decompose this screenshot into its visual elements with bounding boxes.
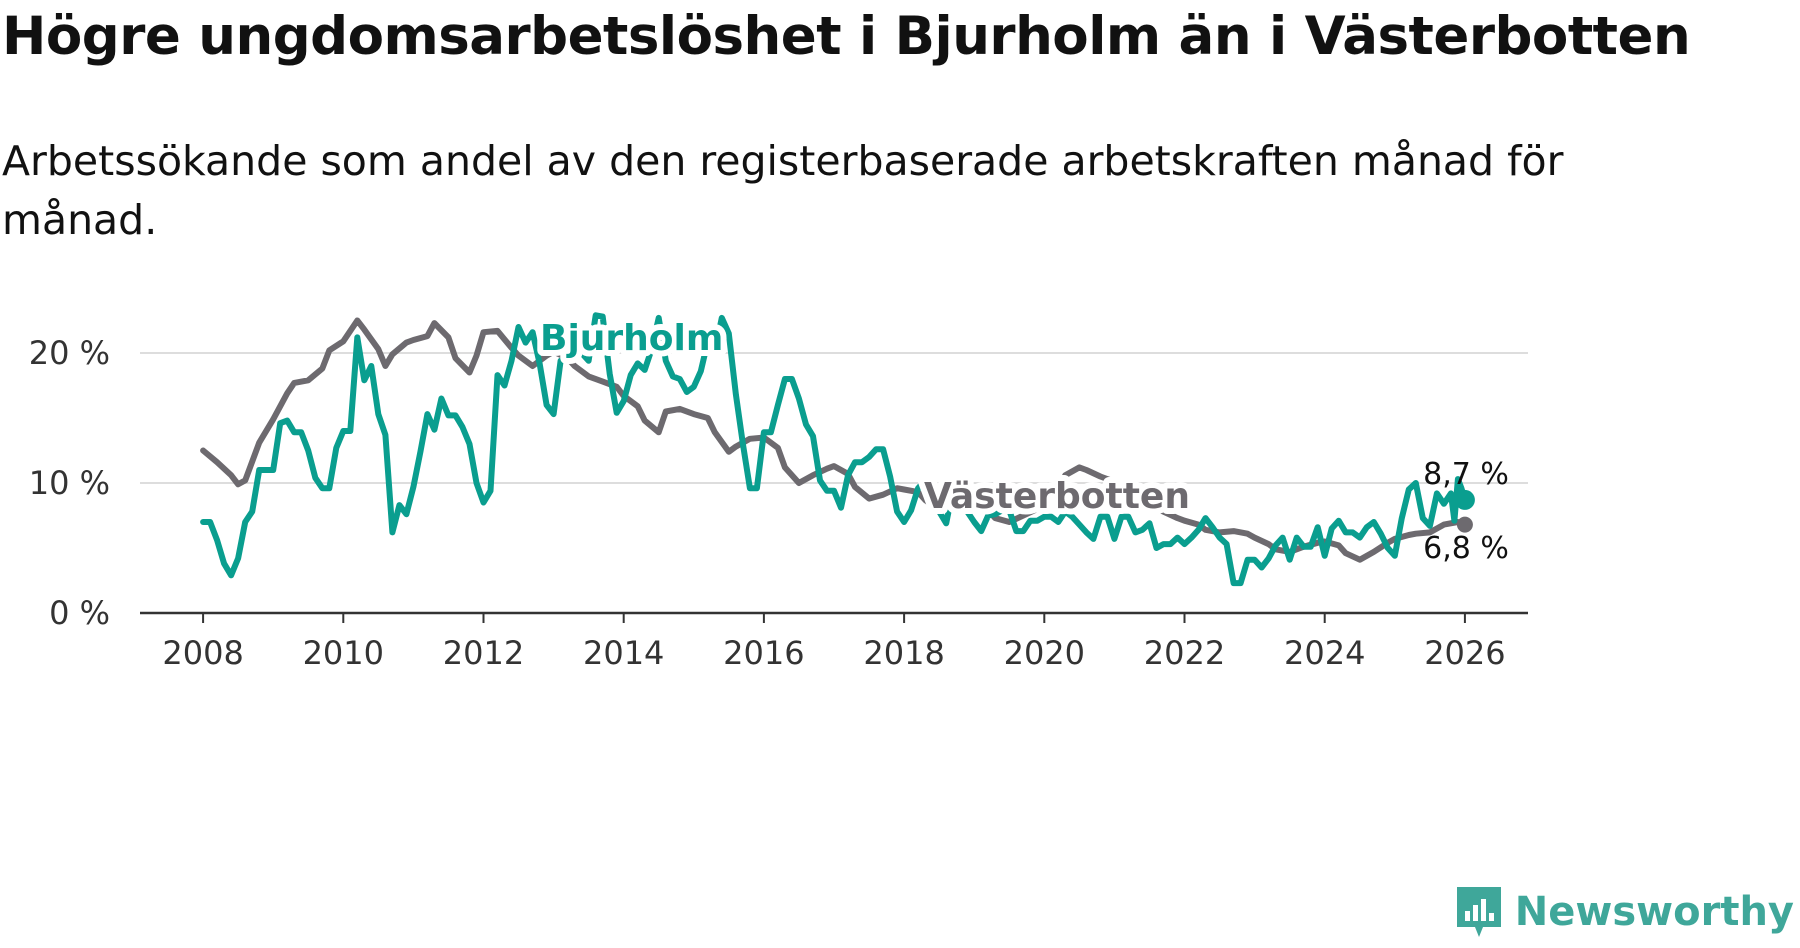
x-tick-label: 2014 — [583, 634, 664, 672]
newsworthy-logo-icon — [1456, 887, 1501, 937]
series-layer — [200, 312, 1475, 587]
brand-name: Newsworthy — [1514, 889, 1794, 935]
x-tick-label: 2018 — [863, 634, 944, 672]
end-value-label-vasterbotten: 6,8 % — [1423, 531, 1509, 566]
chart-title: Högre ungdomsarbetslöshet i Bjurholm än … — [2, 6, 1691, 67]
x-tick-label: 2016 — [723, 634, 804, 672]
y-tick-label: 0 % — [49, 594, 110, 632]
chart-subtitle: Arbetssökande som andel av den registerb… — [2, 137, 1564, 244]
series-line-vasterbotten — [200, 317, 1468, 563]
x-tick-label: 2012 — [443, 634, 524, 672]
x-tick-label: 2026 — [1424, 634, 1505, 672]
x-tick-label: 2008 — [162, 634, 243, 672]
grid-layer — [140, 352, 1528, 484]
series-label-bjurholm: Bjurholm — [540, 318, 723, 359]
axis-layer: 0 % 10 % 20 % 2008 2010 2012 2014 2016 2018 2020 2… — [29, 334, 1528, 672]
end-dot-vasterbotten — [1456, 516, 1473, 533]
series-label-vasterbotten: Västerbotten — [924, 476, 1190, 517]
y-tick-label: 20 % — [29, 334, 110, 372]
y-tick-label: 10 % — [29, 464, 110, 502]
x-tick-label: 2010 — [303, 634, 384, 672]
brand-logo[interactable]: Newsworthy — [1453, 882, 1794, 942]
end-dot-bjurholm — [1454, 489, 1475, 510]
series-line-bjurholm — [200, 312, 1468, 587]
x-tick-label: 2022 — [1144, 634, 1225, 672]
x-tick-label: 2024 — [1284, 634, 1365, 672]
x-tick-label: 2020 — [1004, 634, 1085, 672]
label-layer: Västerbotten Bjurholm 8,7 % 6,8 % — [534, 312, 1509, 566]
end-value-label-bjurholm: 8,7 % — [1423, 457, 1509, 492]
